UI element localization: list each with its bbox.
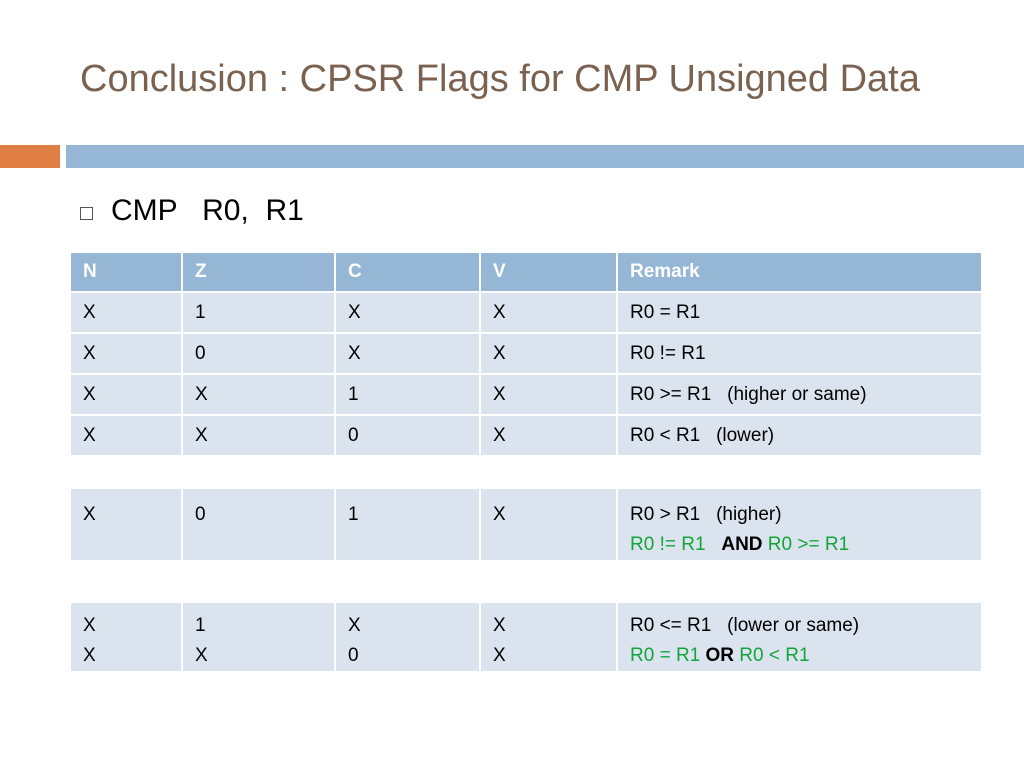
cell-z: 1 bbox=[181, 291, 336, 334]
remark-derivation: R0 != R1 AND R0 >= R1 bbox=[630, 530, 981, 560]
remark-line: R0 > R1 (higher) bbox=[630, 504, 782, 525]
cell-z: X bbox=[181, 373, 336, 416]
cell-value: X bbox=[83, 645, 96, 666]
flags-table: N Z C V Remark X 1 X X R0 = R1 X 0 X X R… bbox=[69, 251, 983, 457]
table-row: X X 1 X X 0 X X R0 <= R1 (lower or same)… bbox=[69, 601, 983, 673]
cell-value: X bbox=[195, 645, 208, 666]
cell-v: X bbox=[479, 487, 618, 562]
cell-n: X bbox=[69, 487, 183, 562]
cell-remark: R0 < R1 (lower) bbox=[616, 414, 983, 457]
cell-c: X bbox=[334, 332, 481, 375]
cell-z: X bbox=[181, 414, 336, 457]
cell-n: X X bbox=[69, 601, 183, 673]
header-remark: Remark bbox=[616, 251, 983, 293]
cell-z: 0 bbox=[181, 487, 336, 562]
cell-value: X bbox=[493, 615, 506, 636]
lower-same-table: X X 1 X X 0 X X R0 <= R1 (lower or same)… bbox=[69, 601, 983, 673]
derivation-operator: AND bbox=[721, 534, 763, 555]
header-v: V bbox=[479, 251, 618, 293]
derivation-right: R0 < R1 bbox=[734, 645, 810, 666]
table-row: X 0 1 X R0 > R1 (higher) R0 != R1 AND R0… bbox=[69, 487, 983, 562]
table-row: X X 1 X R0 >= R1 (higher or same) bbox=[69, 373, 983, 416]
header-c: C bbox=[334, 251, 481, 293]
cell-remark: R0 >= R1 (higher or same) bbox=[616, 373, 983, 416]
cell-v: X bbox=[479, 373, 618, 416]
cell-n: X bbox=[69, 373, 183, 416]
cell-c: 1 bbox=[334, 487, 481, 562]
cell-v: X bbox=[479, 414, 618, 457]
cell-value: 1 bbox=[195, 615, 206, 636]
cell-v: X bbox=[479, 332, 618, 375]
cell-v: X bbox=[479, 291, 618, 334]
derivation-operator: OR bbox=[705, 645, 735, 666]
table-header-row: N Z C V Remark bbox=[69, 251, 983, 293]
cell-n: X bbox=[69, 291, 183, 334]
title-accent-blue bbox=[66, 145, 1024, 168]
derivation-left: R0 = R1 bbox=[630, 645, 706, 666]
table-row: X X 0 X R0 < R1 (lower) bbox=[69, 414, 983, 457]
cell-n: X bbox=[69, 332, 183, 375]
cell-z: 1 X bbox=[181, 601, 336, 673]
cell-value: X bbox=[348, 615, 361, 636]
cell-value: 0 bbox=[348, 645, 359, 666]
cell-value: X bbox=[83, 615, 96, 636]
table-row: X 0 X X R0 != R1 bbox=[69, 332, 983, 375]
cell-remark: R0 != R1 bbox=[616, 332, 983, 375]
slide-title: Conclusion : CPSR Flags for CMP Unsigned… bbox=[80, 58, 920, 100]
bullet-item: CMP R0, R1 bbox=[80, 194, 304, 228]
derivation-left: R0 != R1 bbox=[630, 534, 722, 555]
cell-value: X bbox=[493, 645, 506, 666]
cell-c: 1 bbox=[334, 373, 481, 416]
cell-remark: R0 <= R1 (lower or same) R0 = R1 OR R0 <… bbox=[616, 601, 983, 673]
cell-c: 0 bbox=[334, 414, 481, 457]
cell-n: X bbox=[69, 414, 183, 457]
cell-remark: R0 > R1 (higher) R0 != R1 AND R0 >= R1 bbox=[616, 487, 983, 562]
higher-table: X 0 1 X R0 > R1 (higher) R0 != R1 AND R0… bbox=[69, 487, 983, 562]
cell-v: X X bbox=[479, 601, 618, 673]
square-bullet-icon bbox=[80, 206, 93, 220]
remark-derivation: R0 = R1 OR R0 < R1 bbox=[630, 641, 981, 671]
table-row: X 1 X X R0 = R1 bbox=[69, 291, 983, 334]
header-n: N bbox=[69, 251, 183, 293]
cell-c: X 0 bbox=[334, 601, 481, 673]
cell-z: 0 bbox=[181, 332, 336, 375]
remark-line: R0 <= R1 (lower or same) bbox=[630, 615, 860, 636]
derivation-right: R0 >= R1 bbox=[762, 534, 850, 555]
bullet-text: CMP R0, R1 bbox=[111, 194, 304, 227]
cell-c: X bbox=[334, 291, 481, 334]
title-accent-orange bbox=[0, 145, 60, 168]
header-z: Z bbox=[181, 251, 336, 293]
cell-remark: R0 = R1 bbox=[616, 291, 983, 334]
